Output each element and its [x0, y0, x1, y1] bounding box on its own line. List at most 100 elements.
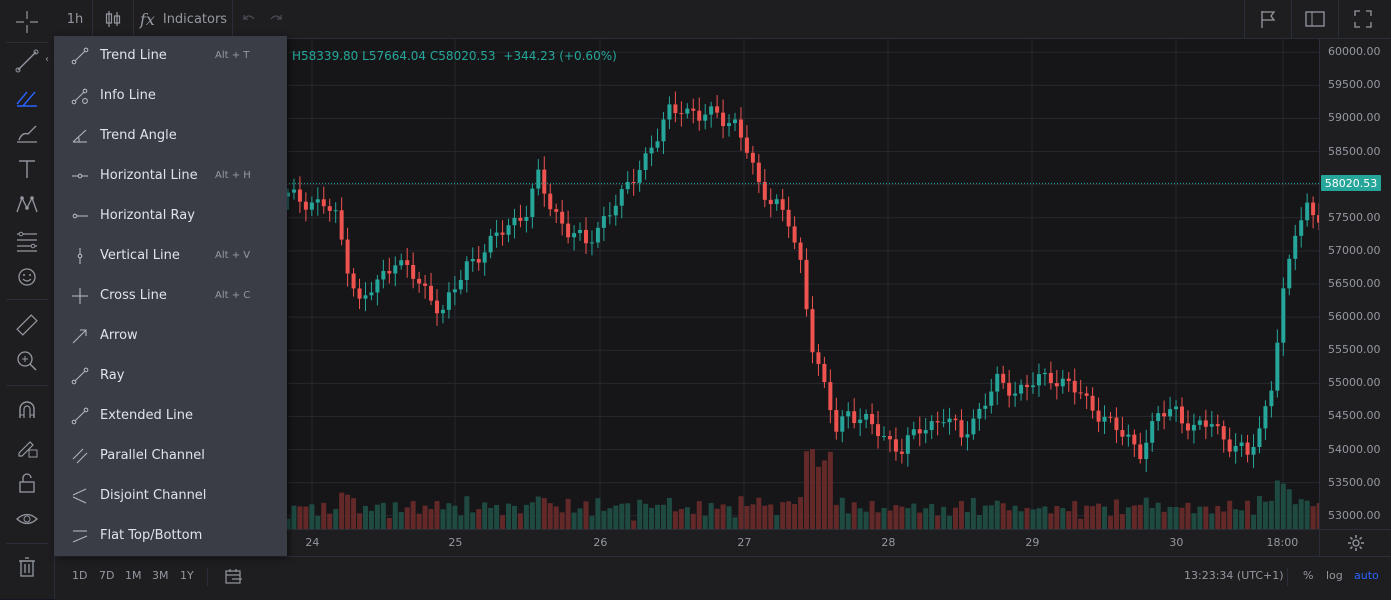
volume-bar — [970, 498, 976, 529]
candle — [464, 256, 469, 293]
candle — [452, 276, 457, 306]
brush-tool-button[interactable] — [7, 117, 47, 149]
menu-item-vertical-line[interactable]: Vertical Line Alt + V — [54, 236, 287, 276]
menu-item-trend-angle[interactable]: Trend Angle — [54, 116, 287, 156]
zoom-in-icon — [17, 351, 37, 371]
trend-line-tool-button[interactable]: ‹ — [7, 45, 49, 77]
volume-bar — [464, 496, 470, 529]
pattern-tool-button[interactable] — [7, 189, 47, 221]
stay-in-drawing-mode-button[interactable] — [7, 431, 47, 463]
candle — [941, 409, 946, 428]
menu-item-horizontal-ray[interactable]: Horizontal Ray — [54, 196, 287, 236]
candle — [840, 409, 845, 443]
range-1d-button[interactable]: 1D — [72, 569, 88, 582]
candle — [935, 411, 940, 436]
chart-type-button[interactable] — [94, 0, 132, 38]
range-1m-button[interactable]: 1M — [125, 569, 142, 582]
zoom-tool-button[interactable] — [7, 345, 47, 377]
redo-button[interactable] — [264, 0, 288, 38]
volume-bar — [1185, 502, 1191, 529]
price-tick-label: 53500.00 — [1328, 475, 1381, 489]
auto-scale-toggle[interactable]: auto — [1354, 569, 1379, 582]
multi-line-tool-button[interactable] — [7, 81, 47, 113]
icons-tool-button[interactable] — [7, 261, 47, 293]
chart-settings-button[interactable] — [1319, 529, 1391, 556]
menu-item-arrow[interactable]: Arrow — [54, 316, 287, 356]
layout-button[interactable] — [1293, 0, 1337, 38]
volume-bar — [1090, 506, 1096, 529]
volume-bar — [857, 508, 863, 529]
volume-bar — [368, 510, 374, 529]
alert-flag-button[interactable] — [1246, 0, 1290, 38]
volume-bar — [488, 508, 494, 529]
menu-item-cross-line[interactable]: Cross Line Alt + C — [54, 276, 287, 316]
volume-bar — [768, 504, 774, 529]
menu-item-info-line[interactable]: Info Line — [54, 76, 287, 116]
price-axis[interactable]: 60000.0059500.0059000.0058500.0058000.00… — [1319, 39, 1391, 529]
text-tool-button[interactable] — [7, 153, 47, 185]
candle — [1001, 365, 1006, 389]
volume-bar — [941, 506, 947, 529]
indicators-button[interactable]: fx Indicators — [136, 0, 231, 38]
candle — [774, 194, 779, 211]
range-3m-button[interactable]: 3M — [152, 569, 169, 582]
candle — [566, 210, 571, 244]
range-7d-button[interactable]: 7D — [99, 569, 115, 582]
menu-item-trend-line[interactable]: Trend Line Alt + T — [54, 36, 287, 76]
hide-drawings-button[interactable] — [7, 503, 47, 535]
menu-item-ray[interactable]: Ray — [54, 356, 287, 396]
menu-item-disjoint-channel[interactable]: Disjoint Channel — [54, 476, 287, 516]
candle — [1185, 410, 1190, 440]
candle — [965, 421, 970, 451]
lock-drawings-button[interactable] — [7, 467, 47, 499]
menu-item-extended-line[interactable]: Extended Line — [54, 396, 287, 436]
undo-button[interactable] — [237, 0, 261, 38]
volume-bar — [1173, 507, 1179, 529]
volume-bar — [357, 513, 363, 529]
candle — [1031, 372, 1035, 394]
remove-drawings-button[interactable] — [7, 551, 47, 583]
volume-bar — [1215, 505, 1221, 529]
menu-item-parallel-channel[interactable]: Parallel Channel — [54, 436, 287, 476]
price-tick-label: 57500.00 — [1328, 210, 1381, 224]
volume-bar — [666, 497, 672, 529]
candle — [393, 256, 398, 287]
menu-item-label: Flat Top/Bottom — [100, 528, 203, 543]
candle — [798, 237, 803, 274]
fullscreen-button[interactable] — [1340, 0, 1386, 38]
magnet-mode-button[interactable] — [7, 395, 47, 427]
menu-item-flat-top-bottom[interactable]: Flat Top/Bottom — [54, 516, 287, 556]
expand-arrow-icon[interactable]: ‹ — [45, 54, 49, 65]
volume-bar — [1143, 497, 1149, 529]
crosshair-tool-button[interactable] — [7, 6, 47, 38]
price-tick-label: 56500.00 — [1328, 277, 1381, 290]
candle — [697, 97, 702, 131]
menu-item-label: Disjoint Channel — [100, 488, 207, 503]
volume-bar — [1096, 503, 1102, 529]
candle — [768, 188, 773, 218]
candle — [929, 415, 934, 440]
interval-selector[interactable]: 1h — [58, 0, 92, 38]
volume-bar — [1179, 507, 1185, 529]
log-scale-toggle[interactable]: log — [1326, 569, 1343, 582]
fibonacci-icon — [17, 231, 37, 252]
bottom-toolbar: 1D 7D 1M 3M 1Y 13:23:34 (UTC+1) % log au… — [55, 556, 1391, 600]
volume-bar — [333, 509, 339, 529]
volume-bar — [637, 499, 643, 529]
candle — [357, 278, 362, 310]
range-1y-button[interactable]: 1Y — [180, 569, 194, 582]
menu-item-horizontal-line[interactable]: Horizontal Line Alt + H — [54, 156, 287, 196]
extended-line-icon — [71, 407, 89, 425]
measure-tool-button[interactable] — [7, 309, 47, 341]
volume-bar — [1161, 511, 1167, 529]
interval-label: 1h — [66, 11, 84, 27]
fib-tool-button[interactable] — [7, 225, 47, 257]
timezone-clock[interactable]: 13:23:34 (UTC+1) — [1184, 569, 1284, 582]
volume-bar — [714, 508, 720, 529]
volume-bar — [792, 504, 798, 529]
goto-date-button[interactable] — [224, 568, 244, 589]
volume-bar — [1286, 489, 1292, 529]
volume-bar — [982, 505, 988, 529]
percent-scale-toggle[interactable]: % — [1303, 569, 1314, 582]
candle — [953, 414, 958, 431]
